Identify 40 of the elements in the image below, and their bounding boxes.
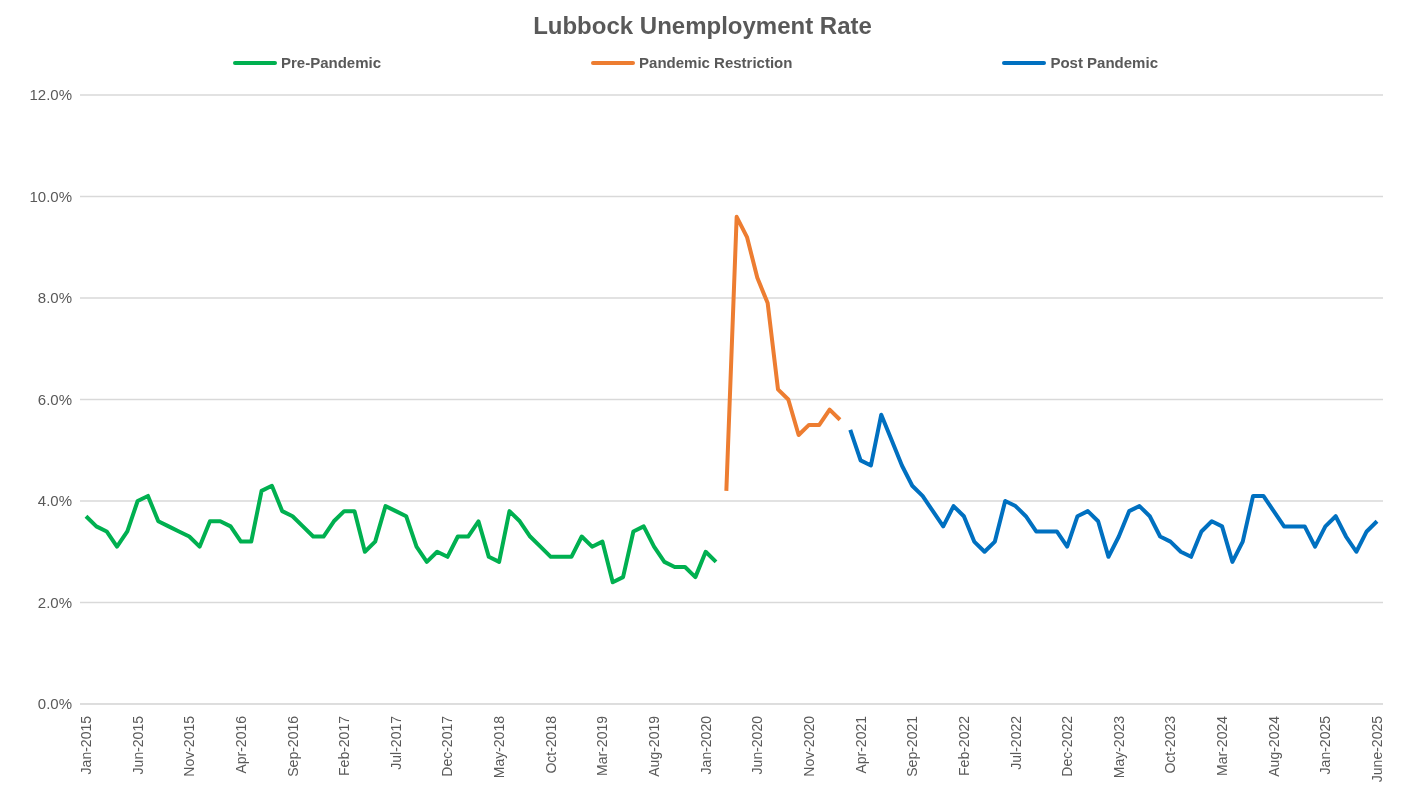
x-tick-label: June-2025 — [1369, 715, 1385, 783]
y-tick-label: 6.0% — [37, 390, 72, 408]
x-tick-label: Oct-2018 — [542, 715, 559, 774]
x-tick-label: Jan-2020 — [697, 715, 714, 775]
y-tick-label: 8.0% — [37, 289, 72, 307]
line-series — [724, 214, 842, 493]
y-tick-label: 12.0% — [29, 86, 72, 104]
x-tick-label: Mar-2019 — [594, 715, 611, 776]
x-tick-label: Jan-2015 — [78, 715, 94, 775]
x-tick-label: Oct-2023 — [1162, 715, 1179, 774]
legend-label: Post Pandemic — [1050, 54, 1158, 71]
x-tick-label: Feb-2017 — [336, 715, 353, 776]
x-tick-label: Jan-2025 — [1317, 715, 1334, 775]
x-tick-label: May-2023 — [1110, 715, 1127, 779]
x-tick-label: Nov-2020 — [800, 715, 817, 777]
x-tick-label: Aug-2019 — [646, 715, 663, 777]
x-tick-label: Dec-2022 — [1059, 715, 1076, 777]
y-tick-label: 2.0% — [37, 593, 72, 611]
x-tick-label: Jul-2017 — [387, 715, 404, 770]
x-tick-label: Apr-2021 — [852, 715, 869, 774]
x-tick-label: May-2018 — [491, 715, 508, 779]
x-tick-label: Dec-2017 — [439, 715, 456, 777]
x-tick-label: Jun-2015 — [129, 715, 146, 775]
y-tick-label: 10.0% — [29, 187, 72, 205]
line-series — [848, 412, 1379, 564]
y-tick-label: 4.0% — [37, 492, 72, 510]
x-tick-label: Jul-2022 — [1007, 715, 1024, 770]
x-tick-label: Aug-2024 — [1265, 715, 1282, 777]
x-tick-label: Feb-2022 — [955, 715, 972, 776]
x-tick-label: Apr-2016 — [232, 715, 249, 774]
legend-label: Pre-Pandemic — [281, 54, 382, 71]
x-tick-label: Mar-2024 — [1214, 715, 1231, 776]
chart-title: Lubbock Unemployment Rate — [532, 11, 873, 41]
x-tick-label: Sep-2016 — [284, 715, 301, 777]
x-tick-label: Jun-2020 — [749, 715, 766, 775]
x-tick-label: Sep-2021 — [904, 715, 921, 777]
line-series — [84, 483, 719, 585]
y-tick-label: 0.0% — [37, 695, 72, 713]
legend-label: Pandemic Restriction — [639, 54, 793, 71]
x-tick-label: Nov-2015 — [181, 715, 198, 777]
